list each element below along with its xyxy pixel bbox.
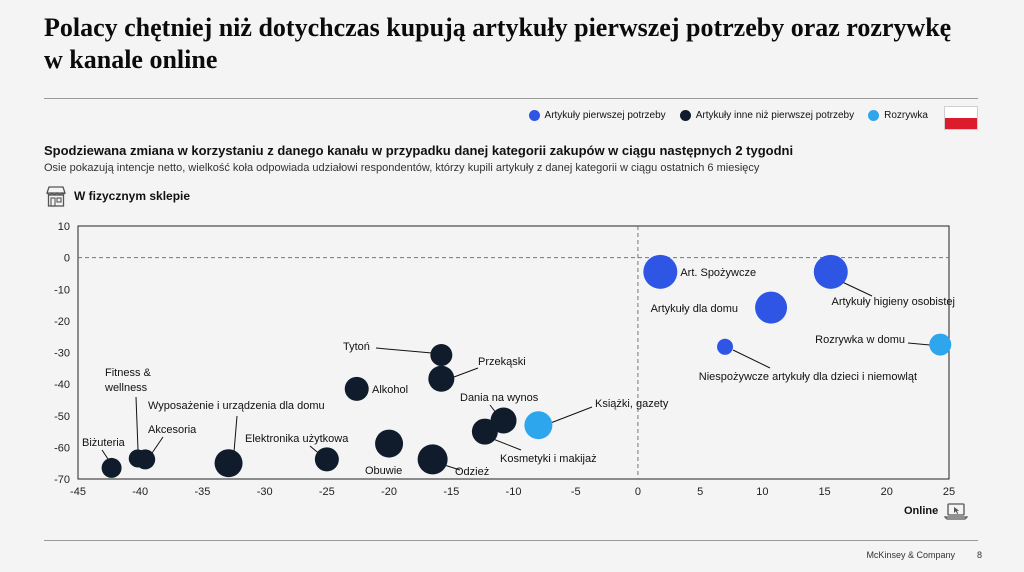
data-label-bi-uteria: Biżuteria xyxy=(82,437,126,449)
data-label-kosmetyki-i-makija: Kosmetyki i makijaż xyxy=(500,453,597,465)
bubble-art-spo-ywcze xyxy=(643,254,678,289)
bubble-artyku-y-dla-domu xyxy=(755,291,788,324)
x-tick-label: 10 xyxy=(756,486,768,498)
legend-item-entertainment: Rozrywka xyxy=(868,110,928,121)
y-tick-label: 10 xyxy=(58,221,70,233)
y-axis-label: W fizycznym sklepie xyxy=(74,189,191,203)
y-tick-label: 0 xyxy=(64,253,70,265)
page-number: 8 xyxy=(976,550,982,560)
y-tick-label: -60 xyxy=(54,442,70,454)
x-tick-label: -35 xyxy=(194,486,210,498)
data-label-przek-ski: Przekąski xyxy=(478,356,526,368)
x-tick-label: -10 xyxy=(506,486,522,498)
data-label-ksi-ki-gazety: Książki, gazety xyxy=(595,398,669,410)
bubble-rozrywka-w-domu xyxy=(929,333,952,356)
y-tick-label: -40 xyxy=(54,379,70,391)
laptop-cursor-icon xyxy=(944,503,969,520)
x-tick-label: 5 xyxy=(697,486,703,498)
bubble-przek-ski xyxy=(428,365,455,392)
data-label-artyku-y-higieny-osobistej: Artykuły higieny osobistej xyxy=(831,296,955,308)
legend-item-essentials: Artykuły pierwszej potrzeby xyxy=(528,110,666,121)
header-divider xyxy=(44,98,978,99)
x-tick-label: -25 xyxy=(319,486,335,498)
data-label-tyto: Tytoń xyxy=(343,341,370,353)
footer-divider xyxy=(44,540,978,541)
leader-line xyxy=(453,367,479,378)
data-label-fitness-wellness: wellness xyxy=(104,382,148,394)
company-name: McKinsey & Company xyxy=(866,550,955,560)
x-axis-label: Online xyxy=(904,505,939,517)
x-tick-label: 25 xyxy=(943,486,955,498)
bubble-ksi-ki-gazety xyxy=(524,411,553,440)
data-label-alkohol: Alkohol xyxy=(372,384,408,396)
y-tick-label: -50 xyxy=(54,411,70,423)
data-label-akcesoria: Akcesoria xyxy=(148,424,197,436)
leader-line xyxy=(375,347,433,354)
leader-line xyxy=(233,415,238,453)
page-title: Polacy chętniej niż dotychczas kupują ar… xyxy=(44,13,952,74)
x-tick-label: -40 xyxy=(132,486,148,498)
data-label-obuwie: Obuwie xyxy=(365,465,402,477)
page-footer: McKinsey & Company 8 xyxy=(866,550,982,560)
bubble-obuwie xyxy=(375,429,404,458)
legend-label: Rozrywka xyxy=(884,110,928,121)
storefront-icon xyxy=(46,186,66,207)
data-label-dania-na-wynos: Dania na wynos xyxy=(460,392,539,404)
y-axis-title: W fizycznym sklepie xyxy=(44,184,190,208)
bubble-odzie xyxy=(417,444,448,475)
x-tick-label: -30 xyxy=(257,486,273,498)
y-tick-label: -10 xyxy=(54,284,70,296)
bubble-tyto xyxy=(430,344,453,367)
chart-note: Osie pokazują intencje netto, wielkość k… xyxy=(44,162,760,174)
poland-flag-icon xyxy=(944,106,978,130)
leader-line xyxy=(732,349,771,369)
data-label-artyku-y-dla-domu: Artykuły dla domu xyxy=(651,303,738,315)
y-tick-label: -20 xyxy=(54,316,70,328)
leader-line xyxy=(907,342,931,346)
bubble-wyposa-enie-i-urz-dzenia-dla-domu xyxy=(214,449,243,478)
x-tick-label: 15 xyxy=(818,486,830,498)
data-label-odzie: Odzież xyxy=(455,466,489,478)
y-tick-label: -70 xyxy=(54,474,70,486)
x-tick-label: 0 xyxy=(635,486,641,498)
data-label-wyposa-enie-i-urz-dzenia-dla-domu: Wyposażenie i urządzenia dla domu xyxy=(148,400,325,412)
bubble-kosmetyki-i-makija xyxy=(471,418,498,445)
bubble-alkohol xyxy=(344,376,369,401)
y-tick-label: -30 xyxy=(54,348,70,360)
data-label-fitness-wellness: Fitness & xyxy=(105,367,152,379)
legend-label: Artykuły pierwszej potrzeby xyxy=(544,110,666,121)
data-label-rozrywka-w-domu: Rozrywka w domu xyxy=(815,334,905,346)
x-tick-label: -45 xyxy=(70,486,86,498)
bubble-niespo-ywcze-artyku-y-dla-dzieci-i-niemowl-t xyxy=(717,338,734,355)
legend-dot-icon xyxy=(868,110,880,121)
x-tick-label: -5 xyxy=(571,486,581,498)
x-tick-label: 20 xyxy=(881,486,893,498)
bubble-bi-uteria xyxy=(101,457,122,478)
plot-frame xyxy=(77,225,950,480)
legend-item-non-essentials: Artykuły inne niż pierwszej potrzeby xyxy=(679,110,855,121)
x-axis-title: Online xyxy=(904,502,969,520)
bubble-artyku-y-higieny-osobistej xyxy=(813,254,848,289)
legend-dot-icon xyxy=(528,110,540,121)
data-label-art-spo-ywcze: Art. Spożywcze xyxy=(680,267,756,279)
legend-dot-icon xyxy=(679,110,691,121)
x-tick-label: -20 xyxy=(381,486,397,498)
data-label-elektronika-u-ytkowa: Elektronika użytkowa xyxy=(245,433,349,445)
bubble-elektronika-u-ytkowa xyxy=(314,447,339,472)
x-tick-label: -15 xyxy=(443,486,459,498)
leader-line xyxy=(547,406,593,425)
chart-subtitle: Spodziewana zmiana w korzystaniu z daneg… xyxy=(44,143,794,158)
bubble-fitness-wellness xyxy=(128,449,147,468)
legend-label: Artykuły inne niż pierwszej potrzeby xyxy=(695,110,855,121)
data-label-niespo-ywcze-artyku-y-dla-dzieci-i-niemowl-t: Niespożywcze artykuły dla dzieci i niemo… xyxy=(699,371,917,383)
leader-line xyxy=(135,396,139,451)
chart-legend: Artykuły pierwszej potrzeby Artykuły inn… xyxy=(528,110,928,121)
